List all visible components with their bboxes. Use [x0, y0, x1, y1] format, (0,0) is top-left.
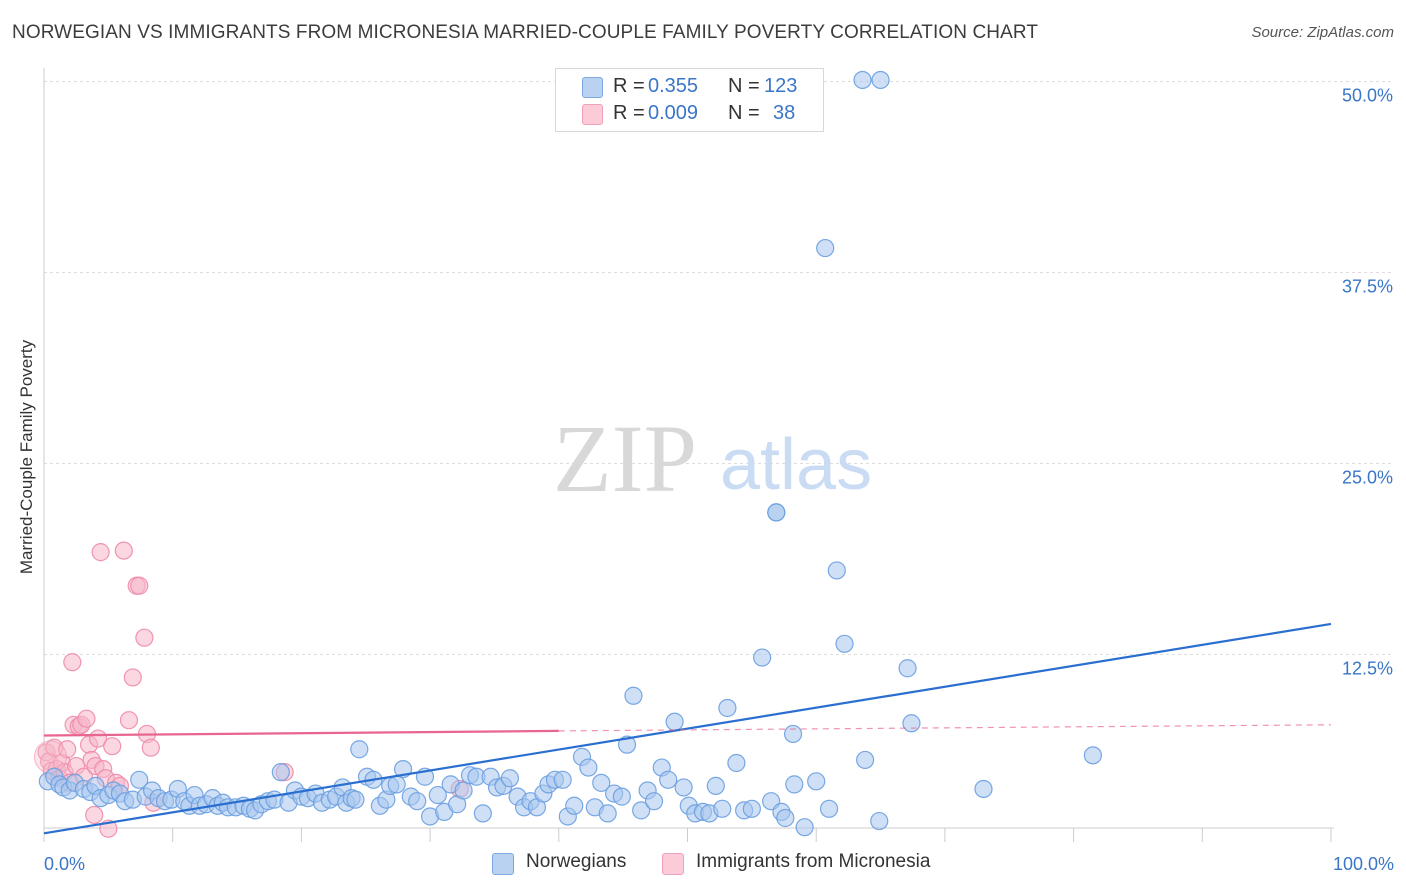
norwegian-point — [271, 763, 290, 782]
x-tick-label: 100.0% — [1333, 854, 1394, 874]
micronesia-point — [119, 711, 139, 730]
micronesia-point — [103, 737, 122, 756]
micronesia-point — [135, 628, 154, 647]
watermark-zip: ZIP — [553, 405, 697, 512]
legend-n-value: 123 — [764, 75, 798, 97]
bottom-legend-swatch-blue — [492, 853, 514, 875]
norwegian-point — [783, 724, 803, 744]
norwegian-point — [624, 686, 643, 705]
norwegian-point — [870, 811, 889, 831]
norwegian-point — [871, 70, 890, 90]
axes — [43, 68, 1334, 842]
legend-r-value: 0.009 — [648, 102, 699, 124]
norwegian-point — [659, 770, 678, 789]
norwegian-point — [713, 799, 732, 818]
norwegian-point — [553, 770, 572, 789]
bottom-legend-label: Norwegians — [526, 851, 627, 872]
micronesia-point — [77, 709, 96, 728]
legend-n-label: N = — [728, 75, 760, 97]
stats-legend: R = 0.355 N = 123 R = 0.009 N = 38 — [555, 68, 824, 132]
norwegian-point — [500, 769, 519, 788]
norwegian-point — [665, 712, 684, 731]
chart-title: NORWEGIAN VS IMMIGRANTS FROM MICRONESIA … — [12, 22, 1039, 43]
norwegian-point — [644, 792, 664, 811]
y-tick-label: 12.5% — [1342, 659, 1393, 679]
norwegian-point — [387, 775, 406, 794]
micronesia-point — [114, 541, 133, 560]
norwegian-point — [742, 799, 761, 818]
gridlines — [44, 81, 1394, 655]
tick-labels: 12.5% 25.0% 37.5% 50.0% 0.0% 100.0% — [44, 86, 1394, 875]
norwegian-trend-line — [43, 622, 1332, 835]
norwegian-point — [856, 750, 875, 770]
norwegian-point — [974, 779, 993, 799]
norwegian-point — [130, 770, 149, 789]
source-label: Source: ZipAtlas.com — [1251, 24, 1394, 41]
norwegian-point — [767, 503, 786, 522]
legend-r-label: R = — [613, 102, 645, 124]
norwegian-point — [902, 714, 921, 733]
norwegian-point — [598, 804, 617, 823]
norwegian-point — [579, 758, 598, 777]
micronesia-point — [85, 805, 104, 825]
norwegian-point — [807, 772, 826, 791]
y-tick-label: 50.0% — [1342, 86, 1393, 106]
legend-n-value: 38 — [773, 102, 796, 124]
norwegian-point — [795, 818, 814, 837]
legend-n-label: N = — [728, 102, 760, 124]
norwegian-point — [827, 561, 846, 580]
norwegian-point — [632, 801, 651, 820]
norwegian-point — [1083, 746, 1103, 765]
norwegian-point — [473, 804, 492, 823]
watermark: ZIP atlas — [553, 405, 872, 512]
micronesia-point — [91, 543, 110, 562]
micronesia-trend-line — [43, 729, 559, 737]
micronesia-trend-line-dashed — [558, 724, 1332, 732]
norwegian-point — [898, 659, 917, 678]
norwegian-point — [816, 238, 835, 258]
micronesia-point — [123, 668, 142, 687]
bottom-legend-swatch-pink — [662, 853, 684, 875]
norwegian-point — [785, 775, 804, 794]
norwegian-point — [565, 796, 584, 815]
trend-lines — [43, 622, 1332, 835]
micronesia-point — [33, 740, 67, 774]
norwegian-point — [819, 799, 839, 818]
norwegian-point — [408, 792, 427, 811]
legend-r-label: R = — [613, 75, 645, 97]
micronesia-point — [63, 653, 82, 672]
norwegian-point — [706, 776, 725, 796]
micronesia-point — [58, 740, 77, 759]
x-tick-label: 0.0% — [44, 854, 85, 874]
y-tick-label: 37.5% — [1342, 277, 1393, 297]
norwegian-point — [346, 790, 365, 809]
micronesia-point — [141, 738, 160, 757]
legend-swatch-blue — [582, 77, 603, 98]
norwegian-point — [612, 787, 631, 806]
norwegian-point — [350, 740, 369, 759]
norwegian-point — [835, 634, 854, 653]
bottom-legend-label: Immigrants from Micronesia — [696, 851, 931, 872]
norwegian-point — [753, 648, 772, 667]
y-tick-label: 25.0% — [1342, 468, 1393, 488]
norwegian-points — [38, 70, 1103, 837]
legend-swatch-pink — [582, 104, 603, 125]
norwegian-point — [592, 773, 611, 792]
norwegian-point — [674, 778, 693, 797]
norwegian-point — [454, 781, 473, 800]
watermark-atlas: atlas — [720, 425, 872, 505]
norwegian-point — [853, 70, 872, 90]
norwegian-point — [776, 808, 795, 828]
norwegian-point — [428, 785, 447, 805]
norwegian-point — [727, 753, 746, 773]
norwegian-point — [718, 698, 737, 718]
micronesia-point — [130, 576, 149, 595]
norwegian-point — [617, 735, 637, 754]
legend-r-value: 0.355 — [648, 75, 699, 97]
